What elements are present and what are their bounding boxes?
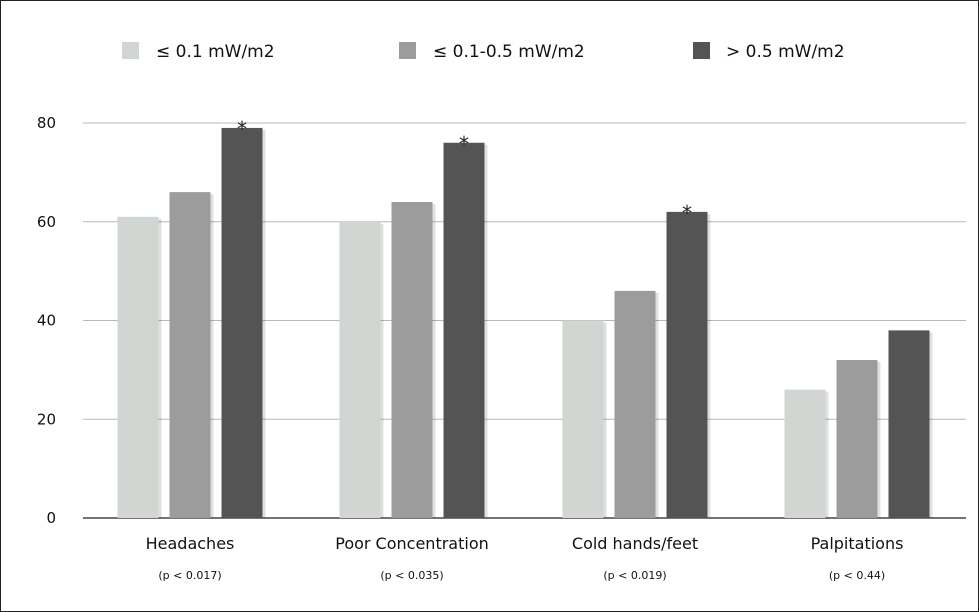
bar	[888, 330, 930, 518]
x-tick-label: Cold hands/feet	[572, 534, 698, 553]
significance-star: *	[237, 117, 247, 141]
significance-star: *	[682, 201, 692, 225]
bar	[836, 360, 878, 518]
y-tick-label: 60	[37, 213, 56, 231]
y-tick-label: 20	[37, 410, 56, 428]
x-tick-label: Headaches	[146, 534, 235, 553]
p-value-label: (p < 0.019)	[603, 569, 666, 582]
bar	[443, 142, 485, 518]
y-tick-label: 40	[37, 312, 56, 330]
y-tick-label: 80	[37, 114, 56, 132]
bar	[614, 290, 656, 518]
legend-swatch	[122, 42, 139, 59]
bar	[339, 221, 381, 518]
x-tick-label: Palpitations	[811, 534, 904, 553]
bar	[562, 320, 604, 518]
legend-label: > 0.5 mW/m2	[726, 42, 845, 62]
significance-star: *	[459, 132, 469, 156]
x-tick-label: Poor Concentration	[335, 534, 489, 553]
x-axis-labels: Headaches (p < 0.017) Poor Concentration (p…	[146, 534, 904, 582]
bar	[221, 127, 263, 518]
y-axis-ticks: 0 20 40 60 80	[37, 114, 56, 527]
legend: ≤ 0.1 mW/m2 ≤ 0.1-0.5 mW/m2 > 0.5 mW/m2	[122, 42, 845, 62]
bar	[391, 202, 433, 518]
bar	[784, 389, 826, 518]
p-value-label: (p < 0.017)	[158, 569, 221, 582]
p-value-label: (p < 0.44)	[829, 569, 885, 582]
legend-label: ≤ 0.1-0.5 mW/m2	[433, 42, 585, 62]
bars	[117, 127, 933, 518]
significance-markers: * * *	[237, 117, 692, 225]
legend-swatch	[399, 42, 416, 59]
bar	[666, 211, 708, 518]
bar	[169, 192, 211, 518]
legend-swatch	[693, 42, 710, 59]
bar	[117, 216, 159, 518]
p-value-label: (p < 0.035)	[380, 569, 443, 582]
y-tick-label: 0	[46, 509, 56, 527]
legend-label: ≤ 0.1 mW/m2	[156, 42, 275, 62]
gridlines	[83, 122, 966, 519]
